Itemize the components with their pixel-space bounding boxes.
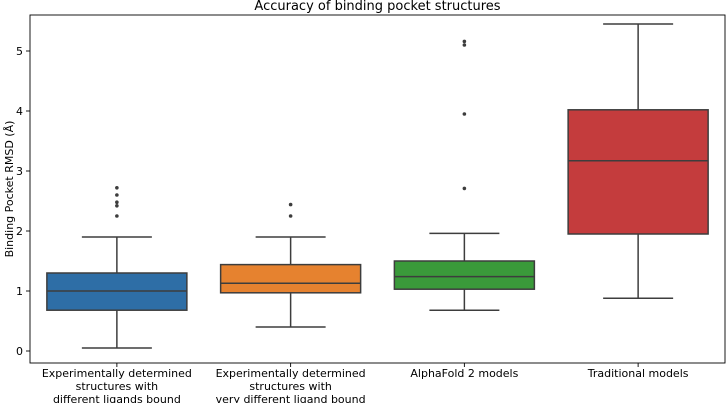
outlier-point bbox=[462, 186, 467, 191]
x-category-label-line: very different ligand bound bbox=[216, 393, 366, 403]
chart-title: Accuracy of binding pocket structures bbox=[254, 0, 500, 14]
x-category-label-line: AlphaFold 2 models bbox=[410, 367, 518, 380]
box-iqr bbox=[567, 109, 709, 235]
outlier-point bbox=[115, 204, 119, 208]
y-axis-label: Binding Pocket RMSD (Å) bbox=[3, 121, 16, 258]
outlier-point bbox=[115, 214, 119, 218]
outlier-point bbox=[115, 186, 119, 190]
x-category-label-line: Experimentally determined bbox=[216, 367, 366, 380]
x-category-label: Traditional models bbox=[587, 367, 689, 380]
x-category-label-line: Traditional models bbox=[587, 367, 689, 380]
outlier-point bbox=[288, 214, 293, 218]
y-tick-label: 1 bbox=[16, 285, 23, 298]
outlier-point bbox=[462, 112, 467, 116]
box-iqr bbox=[393, 260, 536, 290]
y-tick-label: 3 bbox=[16, 165, 23, 178]
x-category-label: Experimentally determined structures with… bbox=[42, 367, 192, 403]
x-category-label-line: different ligands bound bbox=[53, 393, 181, 403]
box-iqr bbox=[219, 263, 362, 294]
x-category-label: Experimentally determined structures with… bbox=[216, 367, 366, 403]
outlier-point bbox=[462, 39, 467, 44]
y-tick-label: 2 bbox=[16, 225, 23, 238]
plot-frame bbox=[29, 14, 726, 364]
outlier-point bbox=[115, 200, 119, 204]
outlier-point bbox=[115, 193, 119, 197]
x-category-label-line: Experimentally determined bbox=[42, 367, 192, 380]
y-tick-label: 4 bbox=[16, 105, 23, 118]
outlier-point bbox=[462, 43, 467, 47]
x-category-label-line: structures with bbox=[76, 380, 159, 393]
y-tick-label: 0 bbox=[16, 345, 23, 358]
x-category-label: AlphaFold 2 models bbox=[410, 367, 518, 380]
outlier-point bbox=[288, 202, 293, 207]
x-category-label-line: structures with bbox=[249, 380, 332, 393]
y-tick-label: 5 bbox=[16, 45, 23, 58]
